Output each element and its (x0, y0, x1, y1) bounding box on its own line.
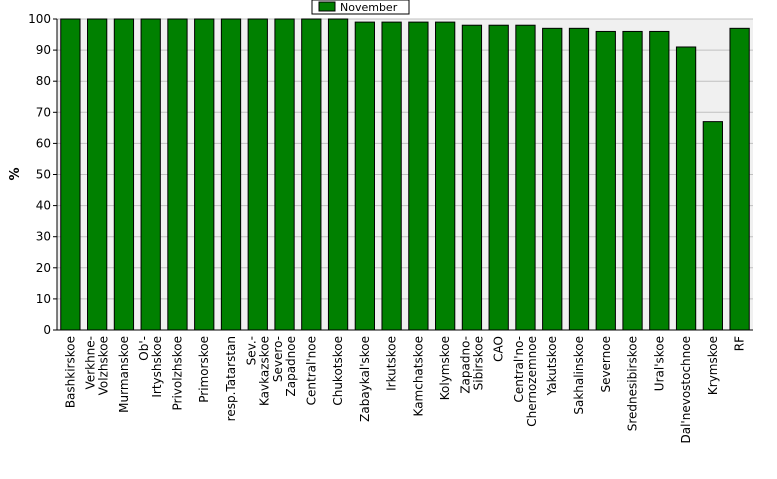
x-category-label: Irtyshskoe (150, 336, 164, 398)
legend-label: November (340, 1, 398, 14)
bar (60, 18, 81, 331)
x-category-label: Bashkirskoe (63, 336, 77, 408)
x-category-label: CAO (492, 336, 506, 362)
bar (595, 30, 616, 331)
x-category-label: Ob'- (137, 336, 151, 361)
y-tick-label: 80 (36, 74, 51, 88)
x-category-label: Volzhskoe (97, 336, 111, 395)
bar (488, 24, 509, 331)
y-tick-label: 90 (36, 43, 51, 57)
x-category-label: Chernozemnoe (525, 336, 539, 427)
bar (301, 18, 322, 331)
legend-swatch (318, 1, 336, 12)
x-category-label: Verkhne- (84, 336, 98, 389)
x-category-label: Zabaykal'skoe (358, 336, 372, 422)
x-category-label: Murmanskoe (117, 336, 131, 413)
y-tick-label: 60 (36, 136, 51, 150)
x-category-label: Sev.- (244, 336, 258, 365)
y-tick-label: 50 (36, 168, 51, 182)
x-category-label: RF (733, 336, 747, 351)
x-category-label: Kolymskoe (438, 336, 452, 400)
bar (113, 18, 135, 331)
x-category-label: Sakhalinskoe (572, 336, 586, 415)
bar (515, 24, 536, 331)
y-axis-title: % (8, 167, 23, 180)
x-category-label: resp.Tatarstan (224, 336, 238, 421)
x-category-label: Central'noe (304, 336, 318, 405)
bar (542, 27, 563, 331)
legend-box (311, 0, 410, 15)
y-axis-ticks: 0 10 20 30 40 50 60 70 80 90 100 (28, 12, 57, 337)
bar (568, 27, 590, 331)
y-tick-label: 100 (28, 12, 51, 26)
bar (702, 121, 723, 331)
x-category-label: Krymskoe (706, 336, 720, 395)
x-category-label: Primorskoe (197, 336, 211, 403)
x-category-label: Yakutskoe (545, 336, 559, 396)
x-category-label: Privolzhskoe (170, 336, 184, 410)
bar (461, 24, 483, 331)
bar (675, 46, 697, 331)
y-tick-label: 40 (36, 199, 51, 213)
x-axis-labels: Bashkirskoe Verkhne- Volzhskoe Murmanskoe Ob… (63, 336, 746, 444)
x-category-label: Kamchatskoe (411, 336, 425, 416)
x-category-label: Kavkazskoe (257, 336, 271, 406)
bar (435, 21, 456, 331)
x-category-label: Zapadno- (458, 336, 472, 394)
bar (327, 18, 349, 331)
y-tick-label: 70 (36, 105, 51, 119)
y-tick-label: 10 (36, 292, 51, 306)
bar (274, 18, 295, 331)
y-tick-label: 30 (36, 230, 51, 244)
x-category-label: Zapadnoe (284, 336, 298, 397)
bar (649, 30, 670, 331)
bar (381, 21, 402, 331)
x-category-label: Ural'skoe (652, 336, 666, 391)
bars (60, 18, 750, 331)
bar (140, 18, 161, 331)
bar (354, 21, 375, 331)
legend: November (311, 0, 410, 15)
y-tick-label: 0 (43, 323, 51, 337)
x-category-label: Irkutskoe (385, 336, 399, 391)
bar (167, 18, 188, 331)
bar (87, 18, 108, 331)
bar (247, 18, 268, 331)
bar (729, 27, 750, 331)
x-category-label: Dal'nevostochnoe (679, 336, 693, 444)
bar (220, 18, 242, 331)
bar (622, 30, 643, 331)
x-category-label: Central'no- (512, 336, 526, 403)
x-category-label: Severnoe (599, 336, 613, 393)
x-category-label: Chukotskoe (331, 336, 345, 406)
x-category-label: Sibirskoe (471, 336, 485, 390)
x-category-label: Severo- (271, 336, 285, 382)
bar (408, 21, 429, 331)
x-category-label: Srednesibirskoe (626, 336, 640, 431)
bar (194, 18, 215, 331)
y-tick-label: 20 (36, 261, 51, 275)
